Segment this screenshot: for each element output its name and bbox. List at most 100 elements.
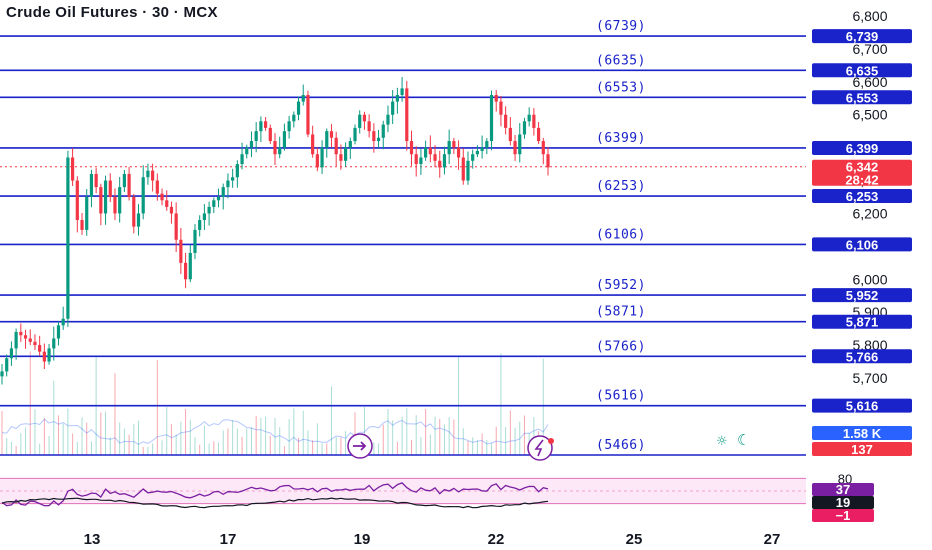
candle-body xyxy=(527,114,531,122)
level-label: (5616) xyxy=(596,389,646,404)
candle-body xyxy=(9,348,14,359)
price-tick-label: 6,500 xyxy=(852,107,887,123)
candle-body xyxy=(47,348,51,362)
candle-body xyxy=(301,94,305,102)
candle-body xyxy=(348,141,352,148)
time-tick-label: 19 xyxy=(354,531,371,548)
candle-body xyxy=(334,137,338,155)
candle-body xyxy=(5,358,9,372)
candle-body xyxy=(179,239,183,263)
candle-body xyxy=(282,131,287,148)
candle-body xyxy=(447,141,451,155)
volume-ma-tag-text: 137 xyxy=(851,442,873,457)
candle-body xyxy=(424,147,428,158)
volume-pane xyxy=(1,351,549,455)
level-price-tag xyxy=(812,398,912,413)
candle-body xyxy=(113,197,117,214)
candle-body xyxy=(414,154,418,165)
candle-body xyxy=(489,94,494,142)
candle-body xyxy=(315,154,319,168)
candle-body xyxy=(28,338,32,342)
candle-body xyxy=(118,187,122,214)
candle-body xyxy=(245,147,249,155)
level-label: (6553) xyxy=(596,80,646,95)
replay-arrow-icon xyxy=(353,441,367,451)
sun-icon: ☼ xyxy=(716,434,728,449)
price-tick-label: 6,700 xyxy=(852,41,887,57)
candle-body xyxy=(362,114,367,122)
candle-body xyxy=(235,164,239,178)
volume-ma-line xyxy=(1,418,549,445)
candle-body xyxy=(136,213,141,227)
candle-body xyxy=(188,252,192,280)
time-tick-label: 22 xyxy=(488,531,505,548)
news-icon[interactable] xyxy=(527,435,553,461)
candle-body xyxy=(249,141,254,148)
support-resistance-levels: (6739) (6635) (6553) (6399) (6253) (6106) (595… xyxy=(0,19,806,456)
candle-body xyxy=(33,341,37,346)
candle-body xyxy=(160,193,164,201)
candle-body xyxy=(207,206,211,214)
volume-ma-tag xyxy=(812,442,912,456)
level-price-tag xyxy=(812,349,912,364)
level-label: (5766) xyxy=(596,339,646,354)
candle-body xyxy=(367,121,371,132)
candle-body xyxy=(325,131,329,148)
candle-body xyxy=(52,338,56,349)
time-axis: 13 17 19 22 25 27 xyxy=(84,531,781,548)
candle-body xyxy=(372,131,376,142)
candle-body xyxy=(306,94,310,135)
level-price-tag-text: 6,106 xyxy=(846,237,879,252)
candle-body xyxy=(165,200,169,207)
candle-body xyxy=(386,114,390,125)
candle-body xyxy=(198,220,202,230)
candle-body xyxy=(320,147,324,168)
level-price-tag xyxy=(812,288,912,303)
candle-body xyxy=(499,101,503,115)
candle-body xyxy=(42,351,46,362)
candle-body xyxy=(400,88,404,95)
level-price-tag-text: 5,871 xyxy=(846,315,879,330)
candle-body xyxy=(151,170,155,181)
candle-body xyxy=(61,318,65,326)
level-label: (6739) xyxy=(596,19,646,34)
candle-body xyxy=(339,154,343,161)
candle-body xyxy=(23,335,28,339)
level-price-tag xyxy=(812,189,912,204)
level-label: (6635) xyxy=(596,53,646,68)
candle-body xyxy=(513,141,517,155)
candle-body xyxy=(536,127,541,142)
candle-body xyxy=(231,177,235,181)
price-tick-label: 6,800 xyxy=(852,8,887,24)
candle-body xyxy=(259,121,263,132)
candle-body xyxy=(287,121,291,132)
candle-body xyxy=(480,147,484,151)
candle-body xyxy=(155,180,159,194)
candle-body xyxy=(541,141,545,155)
rsi-hist-tag-text: −1 xyxy=(836,508,851,523)
candle-body xyxy=(292,114,296,122)
candle-body xyxy=(268,127,272,142)
candle-body xyxy=(216,197,221,201)
level-label: (5466) xyxy=(596,438,646,453)
level-label: (5952) xyxy=(596,278,646,293)
level-price-tag-text: 6,399 xyxy=(846,141,879,156)
time-tick-label: 13 xyxy=(84,531,101,548)
countdown-text: 28:42 xyxy=(845,173,878,188)
candle-body xyxy=(438,160,442,168)
level-price-tag-text: 6,739 xyxy=(846,29,879,44)
level-price-tag xyxy=(812,314,912,329)
rsi-value-tag-text: 37 xyxy=(836,482,850,497)
level-price-tag xyxy=(812,140,912,155)
candle-body xyxy=(127,173,131,197)
candle-body xyxy=(518,134,522,155)
level-price-tag xyxy=(812,90,912,105)
candle-body xyxy=(94,173,98,188)
candle-body xyxy=(273,141,277,155)
candle-body xyxy=(122,173,126,188)
level-price-tag xyxy=(812,63,912,78)
rsi-value-tag xyxy=(812,483,874,496)
level-label: (6253) xyxy=(596,179,646,194)
moon-icon: ☾ xyxy=(737,431,750,449)
